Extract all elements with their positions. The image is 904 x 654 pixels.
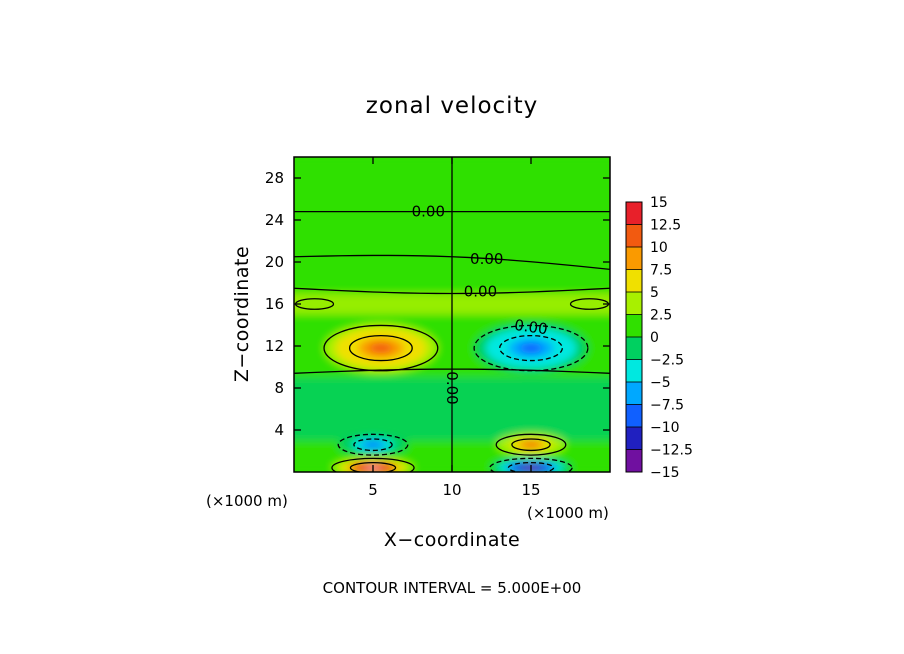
contour-interval-note: CONTOUR INTERVAL = 5.000E+00: [323, 579, 582, 597]
colorbar-label: −2.5: [650, 353, 684, 369]
colorbar-label: 5: [650, 285, 659, 301]
contour-positive: [511, 438, 551, 452]
contour-positive: [323, 324, 439, 372]
contour-label: 0.00: [470, 250, 503, 268]
x-axis-tick-labels: 5 10 15: [368, 481, 540, 499]
colorbar-label: −15: [650, 465, 680, 481]
x-axis-label: X−coordinate: [384, 529, 520, 551]
contour-zero-line: [294, 368, 610, 374]
colorbar-label: −5: [650, 375, 671, 391]
colorbar-label: 7.5: [650, 263, 672, 279]
contour-negative: [507, 461, 555, 472]
colorbar-segment: [626, 337, 642, 360]
contour-label: 0.00: [513, 316, 549, 338]
y-tick-label: 8: [274, 379, 284, 397]
colorbar-segment: [626, 202, 642, 225]
colorbar-label: 10: [650, 240, 668, 256]
colorbar-segment: [626, 269, 642, 293]
contour-positive: [495, 433, 567, 456]
contour-positive: [349, 461, 397, 472]
colorbar-label: 15: [650, 195, 668, 211]
contour-positive: [348, 334, 413, 362]
plot-area: 0.00 0.00 0.00 0.00 0.00: [293, 156, 611, 473]
x-axis-unit-right: (×1000 m): [527, 504, 609, 522]
contour-label: 0.00: [443, 371, 461, 404]
colorbar-segment: [626, 314, 642, 338]
x-tick-label: 5: [368, 481, 378, 499]
colorbar-label: −10: [650, 420, 680, 436]
colorbar-segment: [626, 292, 642, 315]
contour-zero-line: [294, 287, 610, 295]
colorbar-segment: [626, 449, 642, 473]
chart-title: zonal velocity: [366, 93, 538, 119]
colorbar: [625, 201, 643, 473]
contour-lines: [294, 157, 610, 472]
contour-negative: [489, 457, 573, 472]
x-tick-label: 15: [521, 481, 540, 499]
colorbar-label: 0: [650, 330, 659, 346]
colorbar-label: 12.5: [650, 218, 681, 234]
contour-label: 0.00: [464, 282, 497, 300]
contour-labels: 0.00 0.00 0.00 0.00 0.00: [412, 203, 549, 405]
contour-negative: [353, 438, 393, 452]
colorbar-segment: [626, 359, 642, 383]
contour-negative: [337, 433, 409, 456]
y-axis-label: Z−coordinate: [231, 246, 253, 382]
field-blob: [519, 343, 543, 354]
contour-label: 0.00: [412, 203, 445, 221]
y-tick-label: 20: [265, 253, 284, 271]
field-blob: [369, 343, 393, 354]
contour-zero-line: [294, 254, 610, 270]
colorbar-segment: [626, 427, 642, 450]
colorbar-segment: [626, 382, 642, 405]
colorbar-label: −7.5: [650, 398, 684, 414]
contour-negative: [499, 334, 563, 362]
y-tick-label: 16: [265, 295, 284, 313]
axis-ticks: [294, 157, 610, 472]
field-blob: [524, 442, 538, 448]
y-tick-label: 12: [265, 337, 284, 355]
colorbar-segment: [626, 224, 642, 248]
colorbar-segment: [626, 247, 642, 270]
x-tick-label: 10: [442, 481, 461, 499]
x-axis-unit-left: (×1000 m): [206, 492, 288, 510]
contour-positive: [331, 457, 415, 472]
colorbar-labels: 15 12.5 10 7.5 5 2.5 0 −2.5 −5 −7.5 −10 −12.5 −15: [650, 195, 693, 481]
contour-negative: [473, 324, 589, 372]
colorbar-label: −12.5: [650, 443, 693, 459]
y-tick-label: 24: [265, 211, 284, 229]
y-axis-tick-labels: 4 8 12 16 20 24 28: [265, 169, 284, 439]
field-blob: [366, 442, 380, 448]
y-tick-label: 4: [274, 421, 284, 439]
colorbar-segment: [626, 404, 642, 428]
colorbar-label: 2.5: [650, 308, 672, 324]
y-tick-label: 28: [265, 169, 284, 187]
